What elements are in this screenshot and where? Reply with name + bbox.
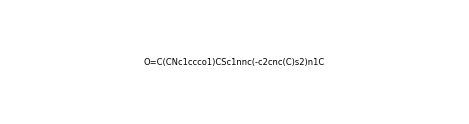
- Text: O=C(CNc1ccco1)CSc1nnc(-c2cnc(C)s2)n1C: O=C(CNc1ccco1)CSc1nnc(-c2cnc(C)s2)n1C: [144, 58, 325, 66]
